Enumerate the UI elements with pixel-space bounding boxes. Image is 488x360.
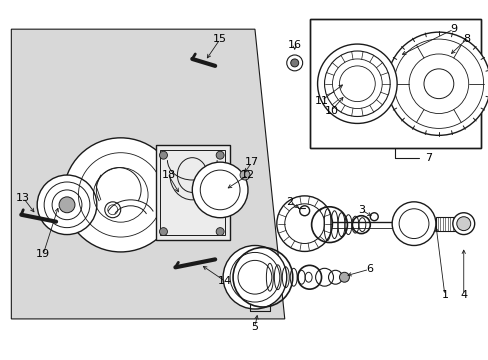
Circle shape	[456, 217, 470, 231]
Ellipse shape	[63, 138, 178, 252]
Text: 19: 19	[36, 249, 50, 260]
Bar	[435, 217, 460, 231]
Bar	[309, 19, 480, 148]
Text: 2: 2	[285, 197, 293, 207]
Circle shape	[386, 32, 488, 135]
Bar	[309, 19, 480, 148]
Text: 4: 4	[459, 290, 467, 300]
Circle shape	[240, 170, 249, 180]
Circle shape	[391, 202, 435, 246]
Circle shape	[223, 246, 286, 309]
Polygon shape	[11, 29, 284, 319]
Circle shape	[192, 162, 247, 218]
Text: 13: 13	[16, 193, 30, 203]
Circle shape	[59, 197, 75, 213]
Bar	[160, 150, 224, 235]
Text: 15: 15	[213, 34, 226, 44]
Text: 17: 17	[244, 157, 259, 167]
Circle shape	[276, 196, 332, 251]
Text: 8: 8	[462, 34, 469, 44]
Text: 6: 6	[365, 264, 372, 274]
Circle shape	[159, 151, 167, 159]
Circle shape	[317, 44, 396, 123]
Text: 14: 14	[218, 276, 232, 286]
Circle shape	[339, 272, 349, 282]
Circle shape	[37, 175, 97, 235]
Circle shape	[290, 59, 298, 67]
Text: 16: 16	[287, 40, 301, 50]
Text: 9: 9	[449, 24, 456, 34]
Text: 7: 7	[425, 153, 431, 163]
Bar	[310, 20, 479, 147]
Circle shape	[216, 151, 224, 159]
Circle shape	[423, 69, 453, 99]
Bar	[155, 145, 230, 239]
Text: 5: 5	[251, 322, 258, 332]
Circle shape	[286, 55, 302, 71]
Text: 10: 10	[324, 105, 338, 116]
Circle shape	[216, 228, 224, 235]
Circle shape	[159, 228, 167, 235]
Circle shape	[104, 202, 121, 218]
Text: 11: 11	[314, 96, 328, 105]
Text: 3: 3	[357, 205, 364, 215]
Text: 18: 18	[161, 170, 175, 180]
Circle shape	[452, 213, 474, 235]
Text: 1: 1	[441, 290, 447, 300]
Text: 12: 12	[241, 170, 255, 180]
